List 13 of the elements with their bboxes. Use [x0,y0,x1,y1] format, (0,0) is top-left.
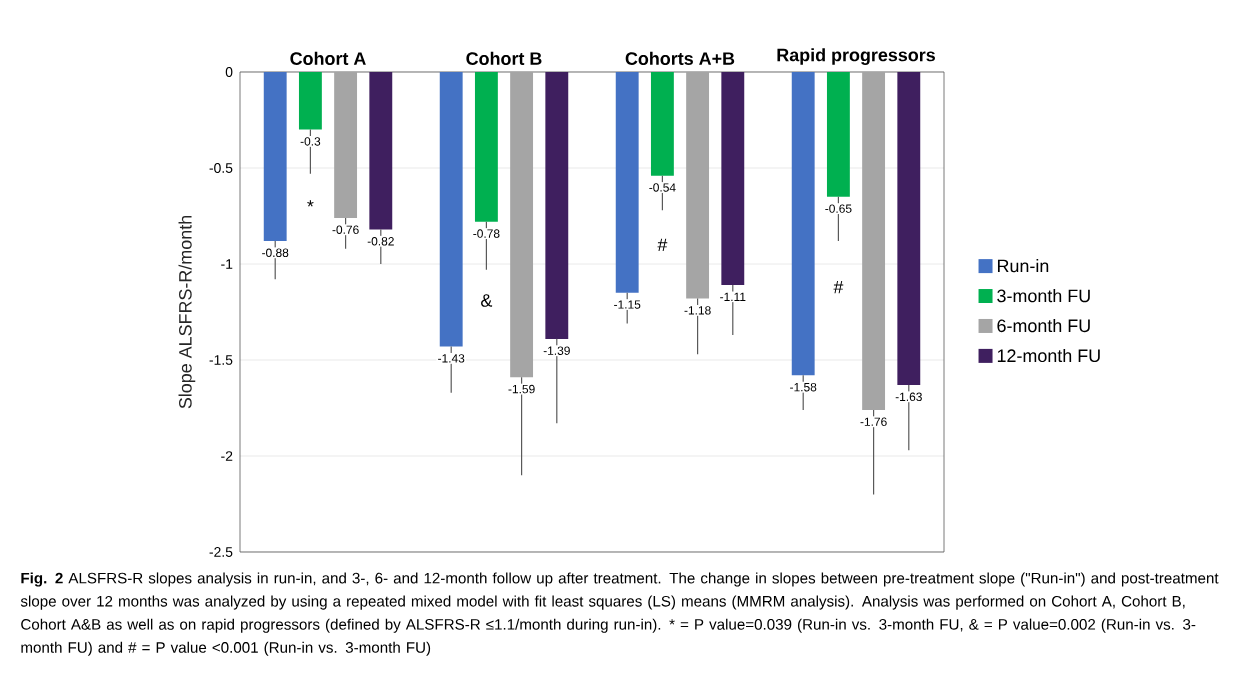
legend-label: 6-month FU [997,318,1090,333]
legend-label: 3-month FU [997,289,1090,303]
x-tick-label: Cohort A [290,51,366,65]
x-tick-label: Cohort B [466,51,542,65]
x-tick-label: Cohorts A+B [625,51,735,65]
legend-label: Run-in [997,259,1049,273]
annotation: # [657,238,668,251]
annotation: # [833,280,844,294]
legend-label: 12-month FU [997,348,1100,363]
annotation: * [307,200,314,207]
x-tick-label: Rapid progressors [777,48,935,65]
annotation: & [481,294,493,307]
y-axis-title: Slope ALSFRS-R/month [178,216,196,409]
